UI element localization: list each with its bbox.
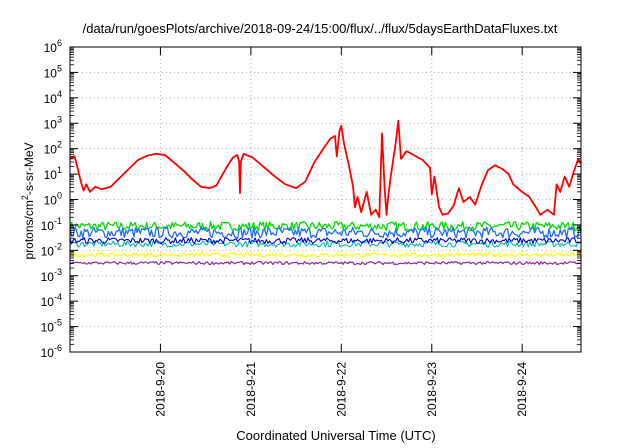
grid-lines xyxy=(70,47,581,352)
series-line-6 xyxy=(69,252,582,258)
series-line-3 xyxy=(69,226,582,239)
series-line-7 xyxy=(69,260,582,266)
y-axis-label-base: protons/cm xyxy=(22,200,36,259)
y-tick-label: 100 xyxy=(44,191,62,208)
y-axis-label-rest: -s-sr-MeV xyxy=(22,142,36,195)
series-line-5 xyxy=(69,237,582,245)
series-line-1 xyxy=(69,119,582,219)
y-tick-label: 102 xyxy=(44,140,62,157)
y-tick-label: 105 xyxy=(44,63,62,80)
plot-series xyxy=(69,119,582,266)
y-tick-label: 106 xyxy=(44,38,62,55)
x-tick-label: 2018-9-23 xyxy=(425,362,439,417)
y-tick-label: 10-5 xyxy=(41,318,62,335)
x-tick-label: 2018-9-24 xyxy=(515,362,529,417)
y-tick-label: 10-1 xyxy=(41,216,62,233)
y-tick-label: 101 xyxy=(44,165,62,182)
y-axis-label: protons/cm2-s-sr-MeV xyxy=(20,142,36,259)
series-line-2 xyxy=(69,220,582,232)
y-tick-label: 104 xyxy=(44,89,62,106)
y-tick-label: 103 xyxy=(44,114,62,131)
axes: 10-6 10-5 10-4 10-3 10-2 10-1 100 101 102 103 104 1… xyxy=(41,38,581,417)
y-tick-label: 10-6 xyxy=(41,343,62,360)
y-tick-label: 10-4 xyxy=(41,292,62,309)
y-axis-label-superscript: 2 xyxy=(20,195,30,200)
x-tick-label: 2018-9-22 xyxy=(334,362,348,417)
x-tick-label: 2018-9-21 xyxy=(244,362,258,417)
y-tick-label: 10-2 xyxy=(41,241,62,258)
x-axis-label: Coordinated Universal Time (UTC) xyxy=(236,428,435,443)
x-tick-label: 2018-9-20 xyxy=(153,362,167,417)
chart-title: /data/run/goesPlots/archive/2018-09-24/1… xyxy=(83,21,558,36)
y-tick-label: 10-3 xyxy=(41,267,62,284)
